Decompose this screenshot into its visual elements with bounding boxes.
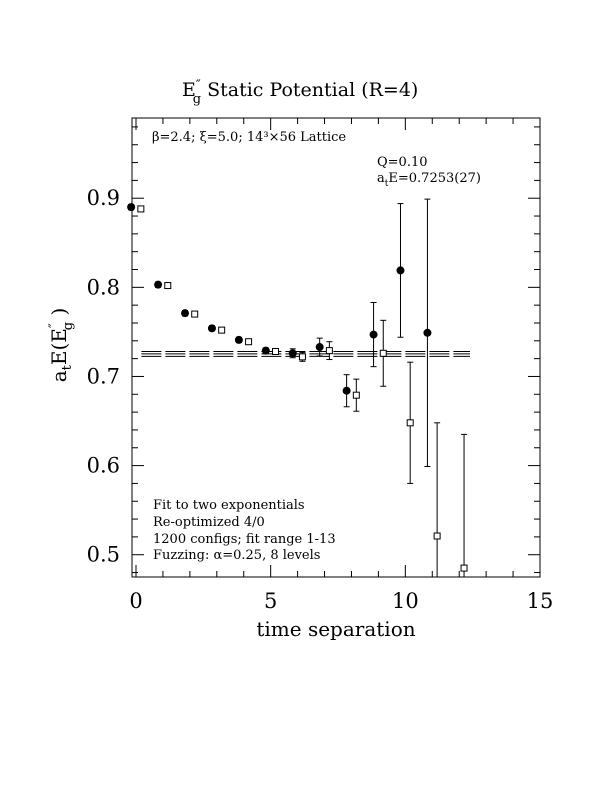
data-point: [406, 419, 414, 427]
data-point: [164, 282, 172, 290]
data-point: [288, 349, 297, 358]
fit-note-4: Fuzzing: α=0.25, 8 levels: [153, 548, 320, 563]
data-point: [272, 348, 280, 356]
data-point: [245, 338, 253, 346]
data-point: [379, 349, 387, 357]
data-point: [423, 328, 432, 337]
data-point: [460, 564, 468, 572]
y-axis-label-mid: E(E: [47, 328, 71, 365]
data-point: [325, 347, 333, 355]
data-point: [352, 391, 360, 399]
data-point: [433, 532, 441, 540]
fit-note-3: 1200 configs; fit range 1-13: [153, 532, 336, 547]
y-axis-label-prefix: a: [47, 370, 71, 382]
y-tick-label: 0.6: [87, 454, 120, 478]
series-open-square: [137, 205, 468, 577]
x-axis-label: time separation: [256, 617, 415, 641]
x-tick-label: 0: [129, 589, 142, 613]
chart-title-sup: ″: [196, 78, 201, 93]
y-axis-label-sub-g: g: [61, 322, 76, 330]
chart-title-main: E: [182, 79, 196, 101]
fit-energy-prefix: a: [377, 171, 385, 186]
chart-title-rest: Static Potential (R=4): [201, 79, 418, 101]
y-tick-labels: 0.5 0.6 0.7 0.8 0.9: [87, 186, 120, 567]
data-point: [207, 324, 216, 333]
fit-note-1: Fit to two exponentials: [153, 498, 305, 513]
chart-title: E″ g Static Potential (R=4): [182, 78, 418, 107]
fit-q-value: Q=0.10: [377, 155, 428, 170]
y-tick-label: 0.7: [87, 364, 120, 388]
data-point: [342, 386, 351, 395]
data-point: [315, 343, 324, 352]
data-point: [298, 353, 306, 361]
y-axis-label-sup: ″: [47, 323, 62, 328]
x-tick-label: 5: [264, 589, 277, 613]
data-point: [234, 335, 243, 344]
chart-title-sub: g: [193, 92, 201, 107]
data-point: [396, 266, 405, 275]
data-point: [191, 310, 199, 318]
x-tick-label: 10: [392, 589, 419, 613]
data-point: [218, 326, 226, 334]
y-tick-label: 0.5: [87, 543, 120, 567]
y-tick-label: 0.8: [87, 275, 120, 299]
y-axis-label-end: ): [47, 308, 71, 322]
fit-energy-rest: E=0.7253(27): [388, 171, 481, 186]
data-series: [127, 198, 468, 577]
y-axis-label: atE(E″g ): [47, 308, 76, 383]
x-tick-label: 15: [527, 589, 554, 613]
fit-energy: atE=0.7253(27): [377, 171, 481, 189]
fit-energy-sub: t: [385, 179, 389, 189]
data-point: [127, 203, 136, 212]
series-filled-circle: [127, 198, 432, 467]
data-point: [369, 330, 378, 339]
plot-frame: [131, 117, 541, 578]
lattice-info: β=2.4; ξ=5.0; 14³×56 Lattice: [152, 130, 346, 145]
axis-ticks: [132, 118, 541, 577]
fit-band: [141, 351, 470, 357]
y-tick-label: 0.9: [87, 186, 120, 210]
data-point: [261, 346, 270, 355]
x-tick-labels: 0 5 10 15: [129, 589, 553, 613]
data-point: [154, 280, 163, 289]
y-axis-label-sub-t: t: [60, 364, 75, 370]
fit-note-2: Re-optimized 4/0: [153, 515, 265, 530]
data-point: [181, 309, 190, 318]
data-point: [137, 205, 145, 213]
